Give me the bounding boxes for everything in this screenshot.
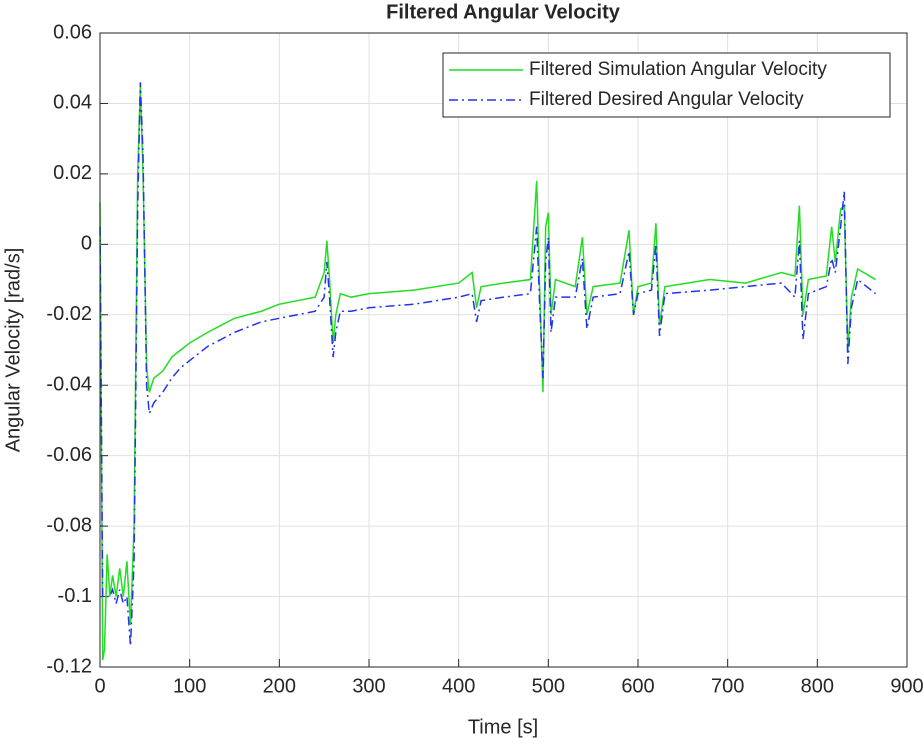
plot-frame (99, 32, 908, 668)
y-tick-label: -0.02 (46, 303, 92, 325)
x-tick-label: 400 (442, 675, 475, 697)
chart-title: Filtered Angular Velocity (386, 1, 621, 23)
x-axis-label: Time [s] (468, 716, 538, 738)
legend-label: Filtered Simulation Angular Velocity (529, 59, 827, 80)
y-tick-label: -0.1 (58, 585, 92, 607)
x-tick-label: 800 (801, 675, 834, 697)
y-tick-label: -0.06 (46, 444, 92, 466)
y-tick-label: 0 (81, 233, 92, 255)
y-tick-label: 0.04 (53, 92, 92, 114)
y-tick-label: -0.08 (46, 514, 92, 536)
x-tick-label: 600 (621, 675, 654, 697)
legend-box (442, 52, 891, 118)
x-tick-label: 900 (890, 675, 923, 697)
y-tick-label: 0.02 (53, 162, 92, 184)
y-tick-label: -0.04 (46, 374, 92, 396)
x-tick-label: 200 (263, 675, 296, 697)
legend-label: Filtered Desired Angular Velocity (529, 89, 804, 110)
line-series (99, 82, 877, 646)
x-tick-label: 300 (352, 675, 385, 697)
y-tick-label: 0.06 (53, 21, 92, 43)
x-tick-label: 500 (532, 675, 565, 697)
y-tick-label: -0.12 (46, 655, 92, 677)
x-tick-label: 100 (173, 675, 206, 697)
y-axis-label: Angular Velocity [rad/s] (2, 248, 24, 453)
x-tick-label: 700 (711, 675, 744, 697)
plot-area (100, 33, 907, 667)
x-tick-label: 0 (94, 675, 105, 697)
